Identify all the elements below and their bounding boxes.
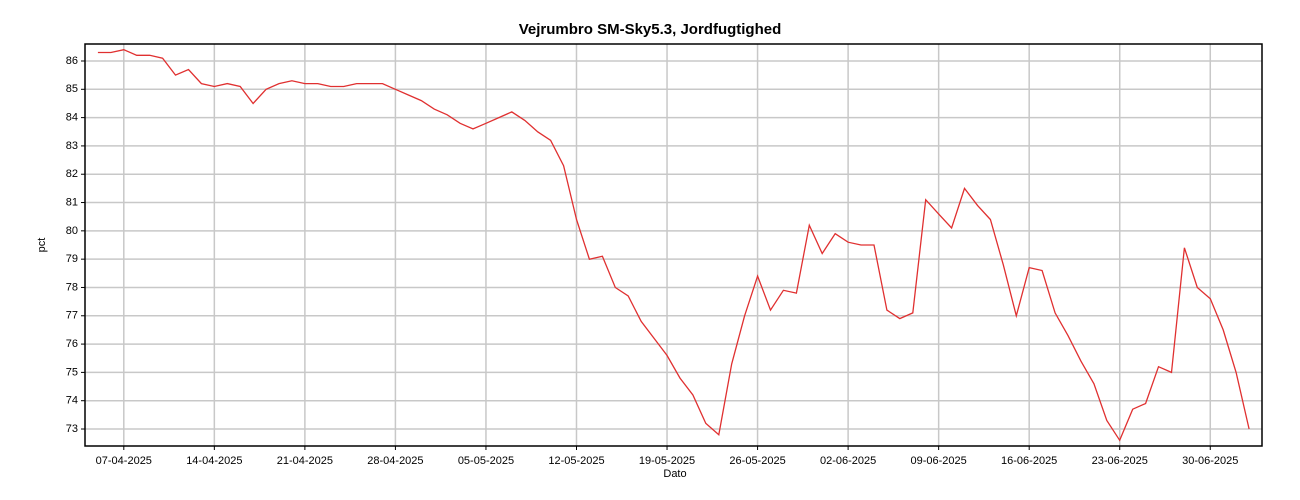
x-tick-label: 09-06-2025 <box>911 455 967 467</box>
y-tick-label: 78 <box>66 281 78 293</box>
x-tick-label: 21-04-2025 <box>277 455 333 467</box>
x-tick-label: 23-06-2025 <box>1092 455 1148 467</box>
x-tick-label: 12-05-2025 <box>548 455 604 467</box>
y-tick-label: 79 <box>66 253 78 265</box>
y-tick-label: 75 <box>66 366 78 378</box>
y-axis-label: pct <box>36 238 48 253</box>
y-tick-label: 73 <box>66 423 78 435</box>
y-tick-label: 76 <box>66 338 78 350</box>
y-tick-label: 74 <box>66 395 78 407</box>
y-tick-label: 81 <box>66 196 78 208</box>
x-axis-label: Dato <box>663 468 686 480</box>
x-tick-label: 28-04-2025 <box>367 455 423 467</box>
y-tick-label: 77 <box>66 310 78 322</box>
y-tick-label: 82 <box>66 168 78 180</box>
x-tick-label: 02-06-2025 <box>820 455 876 467</box>
data-line <box>97 49 1250 442</box>
x-tick-label: 30-06-2025 <box>1182 455 1238 467</box>
y-tick-label: 83 <box>66 140 78 152</box>
x-tick-label: 05-05-2025 <box>458 455 514 467</box>
y-tick-label: 80 <box>66 225 78 237</box>
y-tick-label: 84 <box>66 112 78 124</box>
chart-title: Vejrumbro SM-Sky5.3, Jordfugtighed <box>519 21 782 38</box>
y-tick-label: 86 <box>66 55 78 67</box>
plot-frame <box>84 43 1263 447</box>
x-tick-label: 07-04-2025 <box>96 455 152 467</box>
x-tick-label: 19-05-2025 <box>639 455 695 467</box>
x-tick-label: 14-04-2025 <box>186 455 242 467</box>
y-tick-label: 85 <box>66 83 78 95</box>
x-tick-label: 26-05-2025 <box>729 455 785 467</box>
x-tick-label: 16-06-2025 <box>1001 455 1057 467</box>
